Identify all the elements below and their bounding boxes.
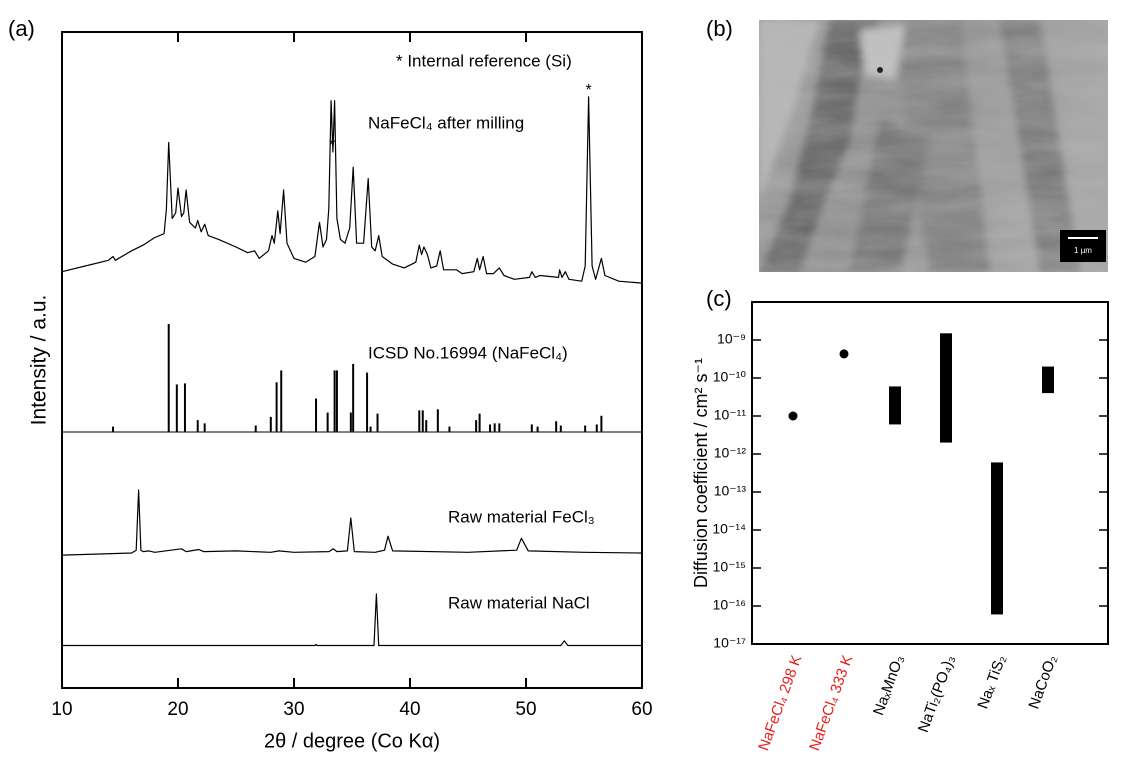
range-bar <box>889 386 901 425</box>
plot-frame <box>61 31 643 689</box>
x-tick-label: NaTi₂(PO₄)₃ <box>915 653 959 735</box>
plot-frame <box>751 301 1109 645</box>
pattern-line <box>61 96 643 284</box>
data-point <box>839 349 849 359</box>
x-axis-label: 2θ / degree (Co Kα) <box>264 730 440 752</box>
scale-bar-label: 1 µm <box>1074 246 1092 255</box>
y-axis-label: Intensity / a.u. <box>28 295 51 426</box>
pattern-label: NaFeCl₄ after milling <box>368 113 524 132</box>
pattern-line <box>61 489 643 556</box>
pattern-label: Raw material NaCl <box>448 593 590 612</box>
x-tick-label: 20 <box>167 699 188 720</box>
x-tick-label: NaₓMnO₃ <box>870 653 907 718</box>
y-tick-label: 10⁻⁹ <box>717 331 746 347</box>
x-tick-label: 40 <box>399 699 420 720</box>
y-tick-label: 10⁻¹⁵ <box>713 559 746 575</box>
range-bar <box>991 462 1003 615</box>
data-point <box>788 411 798 421</box>
y-tick-label: 10⁻¹⁴ <box>712 521 746 537</box>
x-tick-label: Naₓ TiS₂ <box>974 653 1009 711</box>
x-tick-label: 30 <box>283 699 304 720</box>
range-bar <box>1042 366 1054 394</box>
sem-image: 1 µm <box>759 20 1108 272</box>
x-tick-label: NaFeCl₄ 333 K <box>806 653 856 753</box>
peak-mark: * <box>586 82 592 99</box>
y-tick-label: 10⁻¹⁶ <box>713 597 746 613</box>
y-tick-label: 10⁻¹³ <box>714 483 747 499</box>
y-tick-label: 10⁻¹⁰ <box>713 369 747 385</box>
peak-mark: * <box>329 137 335 154</box>
panel-label: (a) <box>8 16 35 41</box>
x-tick-label: NaFeCl₄ 298 K <box>755 653 805 753</box>
pattern-line <box>62 593 642 647</box>
x-tick-label: 60 <box>631 699 652 720</box>
annotation: * Internal reference (Si) <box>396 51 572 70</box>
x-tick-label: 50 <box>515 699 536 720</box>
x-tick-label: 10 <box>51 699 72 720</box>
range-bar <box>940 333 952 443</box>
y-tick-label: 10⁻¹² <box>714 445 747 461</box>
panel-label: (b) <box>706 16 733 41</box>
y-axis-label: Diffusion coefficient / cm² s⁻¹ <box>691 358 711 588</box>
panel-label: (c) <box>706 286 732 311</box>
pattern-label: Raw material FeCl₃ <box>448 507 595 526</box>
y-tick-label: 10⁻¹⁷ <box>713 635 746 651</box>
pattern-label: ICSD No.16994 (NaFeCl₄) <box>368 343 568 362</box>
x-tick-label: NaCoO₂ <box>1025 653 1060 711</box>
y-tick-label: 10⁻¹¹ <box>714 407 747 423</box>
